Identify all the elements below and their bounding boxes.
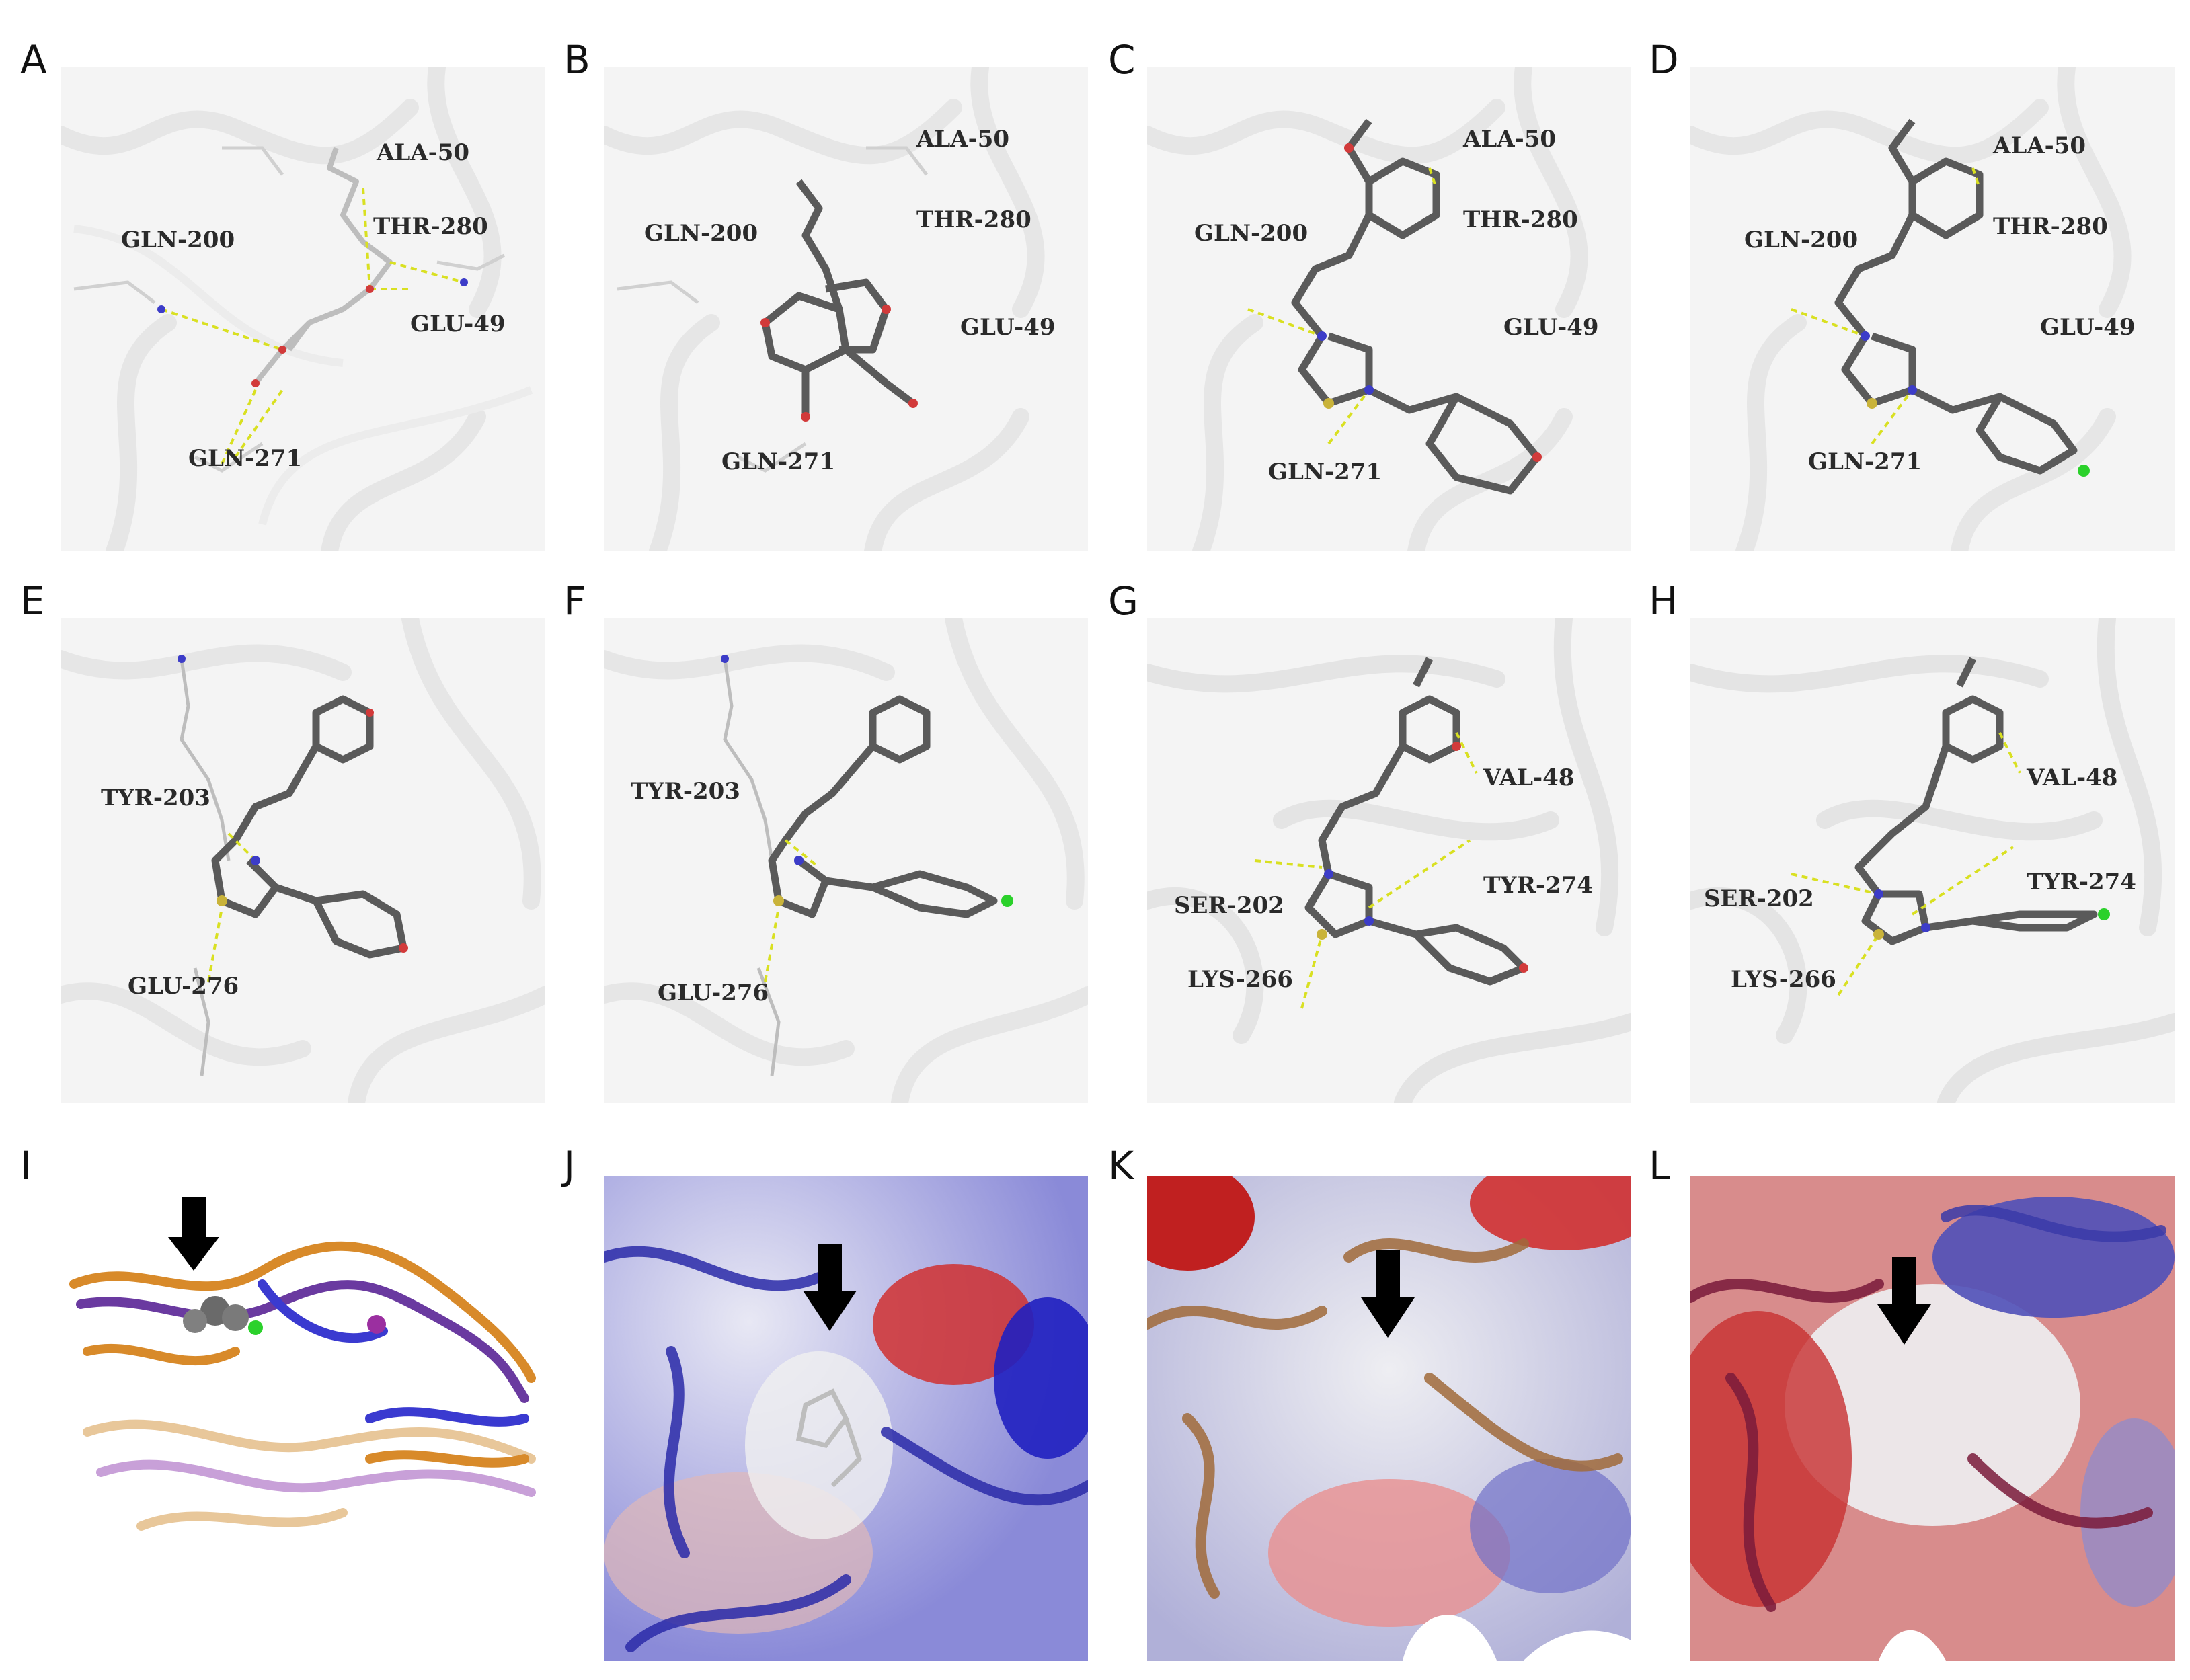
residue-label: GLN-271 (721, 448, 836, 475)
panel-j-electrostatic (604, 1176, 1088, 1661)
panel-b-docking-view: ALA-50 THR-280 GLN-200 GLU-49 GLN-271 (604, 67, 1088, 551)
panel-h-docking-view: VAL-48 SER-202 TYR-274 LYS-266 (1690, 618, 2175, 1103)
panel-f-structure (604, 618, 1088, 1103)
panel-letter-f: F (563, 578, 586, 624)
arrow-icon (1877, 1257, 1931, 1345)
panel-letter-d: D (1649, 37, 1679, 83)
residue-label: LYS-266 (1187, 966, 1293, 993)
residue-label: GLN-200 (121, 227, 235, 253)
panel-f-docking-view: TYR-203 GLU-276 (604, 618, 1088, 1103)
residue-label: GLU-49 (960, 314, 1056, 341)
residue-label: THR-280 (1463, 206, 1578, 233)
residue-label: ALA-50 (916, 126, 1010, 153)
panel-letter-h: H (1649, 578, 1678, 624)
residue-label: SER-202 (1174, 892, 1284, 919)
residue-label: ALA-50 (1993, 132, 2086, 159)
residue-label: VAL-48 (1483, 764, 1575, 791)
panel-k-surface (1147, 1176, 1631, 1661)
panel-d-structure (1690, 67, 2132, 551)
panel-letter-j: J (563, 1143, 576, 1189)
panel-e-structure (61, 618, 545, 1103)
panel-e-docking-view: TYR-203 GLU-276 (61, 618, 545, 1103)
residue-label: GLN-271 (1268, 458, 1382, 485)
arrow-icon (803, 1244, 857, 1331)
residue-label: SER-202 (1704, 885, 1814, 912)
panel-letter-b: B (563, 37, 590, 83)
panel-j-surface (604, 1176, 1088, 1661)
panel-g-structure (1147, 618, 1631, 1103)
residue-label: THR-280 (1993, 213, 2108, 240)
panel-letter-l: L (1649, 1143, 1671, 1189)
residue-label: GLN-200 (644, 220, 758, 247)
residue-label: THR-280 (373, 213, 488, 240)
panel-c-docking-view: ALA-50 THR-280 GLN-200 GLU-49 GLN-271 (1147, 67, 1631, 551)
residue-label: GLU-49 (410, 311, 506, 337)
panel-letter-k: K (1108, 1143, 1134, 1189)
residue-label: VAL-48 (2027, 764, 2118, 791)
residue-label: GLN-271 (188, 445, 303, 472)
panel-letter-e: E (20, 578, 45, 624)
panel-letter-g: G (1108, 578, 1138, 624)
residue-label: TYR-203 (101, 785, 210, 811)
arrow-icon (168, 1197, 219, 1271)
panel-i-superposition (61, 1176, 545, 1661)
residue-label: GLU-49 (1503, 314, 1599, 341)
residue-label: GLN-200 (1194, 220, 1308, 247)
residue-label: GLU-276 (128, 973, 239, 1000)
panel-a-structure (61, 67, 533, 551)
residue-label: LYS-266 (1731, 966, 1836, 993)
residue-label: GLU-49 (2040, 314, 2136, 341)
residue-label: ALA-50 (1463, 126, 1557, 153)
panel-d-docking-view: ALA-50 THR-280 GLN-200 GLU-49 GLN-271 (1690, 67, 2175, 551)
panel-b-structure (604, 67, 1045, 551)
residue-label: TYR-274 (2027, 869, 2136, 895)
residue-label: GLU-276 (658, 979, 769, 1006)
residue-label: TYR-203 (631, 778, 740, 805)
panel-g-docking-view: VAL-48 SER-202 TYR-274 LYS-266 (1147, 618, 1631, 1103)
residue-label: GLN-271 (1808, 448, 1922, 475)
panel-letter-a: A (20, 37, 47, 83)
panel-a-docking-view: ALA-50 THR-280 GLN-200 GLU-49 GLN-271 (61, 67, 545, 551)
panel-k-electrostatic (1147, 1176, 1631, 1661)
panel-i-ribbons (69, 1197, 536, 1531)
panel-letter-c: C (1108, 37, 1136, 83)
residue-label: GLN-200 (1744, 227, 1859, 253)
panel-l-electrostatic (1690, 1176, 2175, 1661)
arrow-icon (1361, 1250, 1415, 1338)
panel-c-structure (1147, 67, 1588, 551)
residue-label: THR-280 (916, 206, 1031, 233)
panel-letter-i: I (20, 1143, 32, 1189)
panel-h-structure (1690, 618, 2175, 1103)
residue-label: TYR-274 (1483, 872, 1593, 899)
residue-label: ALA-50 (377, 139, 470, 166)
panel-l-surface (1690, 1176, 2175, 1661)
